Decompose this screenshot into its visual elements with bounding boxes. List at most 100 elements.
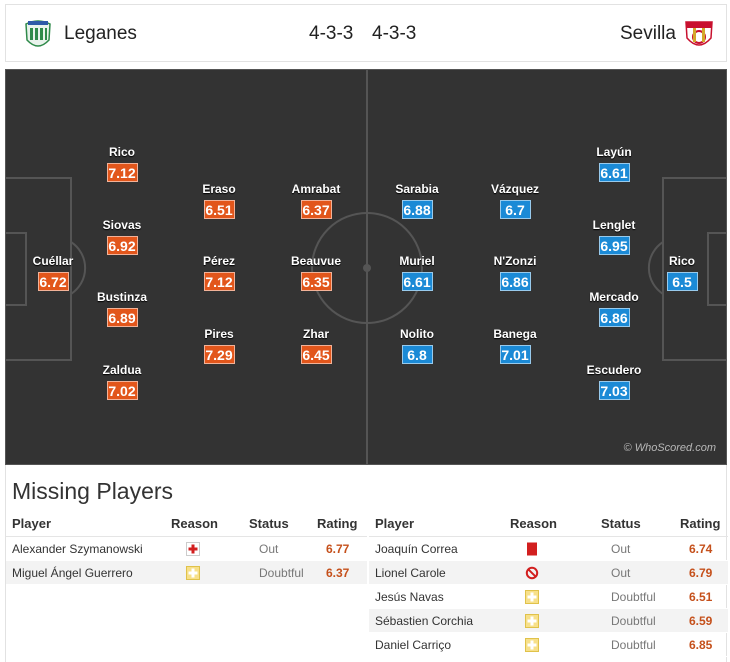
away-player[interactable]: Lenglet 6.95 xyxy=(574,218,654,256)
away-team-name[interactable]: Sevilla xyxy=(620,23,676,44)
match-header: Leganes 4-3-3 4-3-3 Sevilla xyxy=(5,4,727,62)
player-name[interactable]: Banega xyxy=(493,327,537,341)
missing-player-name[interactable]: Daniel Carriço xyxy=(375,638,452,652)
player-name[interactable]: Lenglet xyxy=(592,218,636,232)
player-name[interactable]: Pérez xyxy=(202,254,236,268)
player-rating: 7.12 xyxy=(106,163,138,182)
player-rating: 6.92 xyxy=(106,236,138,255)
missing-row: Daniel Carriço Doubtful 6.85 xyxy=(369,633,728,657)
player-name[interactable]: Sarabia xyxy=(395,182,439,196)
away-player[interactable]: Muriel 6.61 xyxy=(377,254,457,292)
missing-player-name[interactable]: Miguel Ángel Guerrero xyxy=(12,566,133,580)
home-player[interactable]: Beauvue 6.35 xyxy=(276,254,356,292)
col-rating: Rating xyxy=(680,516,721,531)
missing-rating: 6.51 xyxy=(689,590,713,604)
player-rating: 6.61 xyxy=(401,272,433,291)
col-player: Player xyxy=(12,516,52,531)
missing-player-name[interactable]: Joaquín Correa xyxy=(375,542,458,556)
player-rating: 7.02 xyxy=(106,381,138,400)
home-player[interactable]: Zaldua 7.02 xyxy=(82,363,162,401)
unavailable-icon xyxy=(525,566,539,580)
missing-player-name[interactable]: Alexander Szymanowski xyxy=(12,542,143,556)
player-name[interactable]: Layún xyxy=(596,145,632,159)
sevilla-crest-icon[interactable] xyxy=(683,18,715,52)
home-player[interactable]: Rico 7.12 xyxy=(82,145,162,183)
player-rating: 6.61 xyxy=(598,163,630,182)
away-missing-table: Player Reason Status Rating Joaquín Corr… xyxy=(369,512,728,657)
missing-row: Alexander Szymanowski Out 6.77 xyxy=(6,537,367,561)
table-header: Player Reason Status Rating xyxy=(369,512,728,537)
away-player[interactable]: Rico 6.5 xyxy=(642,254,722,292)
player-name[interactable]: Zhar xyxy=(302,327,329,341)
player-name[interactable]: Muriel xyxy=(399,254,435,268)
player-rating: 6.8 xyxy=(401,345,433,364)
away-player[interactable]: Banega 7.01 xyxy=(475,327,555,365)
player-name[interactable]: Zaldua xyxy=(102,363,142,377)
doubtful-icon xyxy=(525,590,539,604)
player-rating: 6.7 xyxy=(499,200,531,219)
away-player[interactable]: Sarabia 6.88 xyxy=(377,182,457,220)
player-rating: 7.12 xyxy=(203,272,235,291)
home-player[interactable]: Pérez 7.12 xyxy=(179,254,259,292)
missing-players-title: Missing Players xyxy=(12,478,174,504)
away-player[interactable]: Vázquez 6.7 xyxy=(475,182,555,220)
table-header: Player Reason Status Rating xyxy=(6,512,367,537)
doubtful-icon xyxy=(186,566,200,580)
player-name[interactable]: Cuéllar xyxy=(32,254,74,268)
player-name[interactable]: Nolito xyxy=(400,327,434,341)
injury-icon xyxy=(186,542,200,556)
missing-rating: 6.85 xyxy=(689,638,713,652)
player-name[interactable]: Pires xyxy=(204,327,234,341)
home-player[interactable]: Amrabat 6.37 xyxy=(276,182,356,220)
away-player[interactable]: Mercado 6.86 xyxy=(574,290,654,328)
missing-status: Out xyxy=(259,542,279,556)
home-player[interactable]: Zhar 6.45 xyxy=(276,327,356,365)
home-player[interactable]: Pires 7.29 xyxy=(179,327,259,365)
missing-status: Out xyxy=(611,542,631,556)
player-name[interactable]: Amrabat xyxy=(291,182,341,196)
pitch-markings xyxy=(6,70,726,464)
player-name[interactable]: Eraso xyxy=(202,182,236,196)
missing-player-name[interactable]: Lionel Carole xyxy=(375,566,446,580)
home-player[interactable]: Siovas 6.92 xyxy=(82,218,162,256)
doubtful-icon xyxy=(525,638,539,652)
missing-row: Jesús Navas Doubtful 6.51 xyxy=(369,585,728,609)
pitch: Cuéllar 6.72 Rico 7.12 Siovas 6.92 Bustinza 6.8… xyxy=(5,69,727,465)
player-name[interactable]: Bustinza xyxy=(96,290,147,304)
missing-player-name[interactable]: Sébastien Corchia xyxy=(375,614,474,628)
missing-status: Doubtful xyxy=(611,638,656,652)
away-player[interactable]: Nolito 6.8 xyxy=(377,327,457,365)
home-player[interactable]: Bustinza 6.89 xyxy=(82,290,162,328)
player-rating: 6.86 xyxy=(499,272,531,291)
col-status: Status xyxy=(249,516,289,531)
player-rating: 6.86 xyxy=(598,308,630,327)
missing-row: Miguel Ángel Guerrero Doubtful 6.37 xyxy=(6,561,367,585)
doubtful-icon xyxy=(525,614,539,628)
leganes-crest-icon[interactable] xyxy=(22,18,54,52)
player-rating: 6.51 xyxy=(203,200,235,219)
missing-row: Joaquín Correa Out 6.74 xyxy=(369,537,728,561)
player-rating: 6.45 xyxy=(300,345,332,364)
home-player[interactable]: Cuéllar 6.72 xyxy=(13,254,93,292)
missing-row: Sébastien Corchia Doubtful 6.59 xyxy=(369,609,728,633)
home-player[interactable]: Eraso 6.51 xyxy=(179,182,259,220)
home-team-name[interactable]: Leganes xyxy=(64,23,137,44)
away-player[interactable]: N'Zonzi 6.86 xyxy=(475,254,555,292)
player-rating: 6.95 xyxy=(598,236,630,255)
player-name[interactable]: Beauvue xyxy=(290,254,342,268)
away-player[interactable]: Escudero 7.03 xyxy=(574,363,654,401)
player-rating: 6.88 xyxy=(401,200,433,219)
player-rating: 6.35 xyxy=(300,272,332,291)
player-name[interactable]: Vázquez xyxy=(490,182,539,196)
player-name[interactable]: Siovas xyxy=(102,218,142,232)
player-name[interactable]: N'Zonzi xyxy=(493,254,537,268)
away-player[interactable]: Layún 6.61 xyxy=(574,145,654,183)
player-name[interactable]: Mercado xyxy=(589,290,639,304)
player-name[interactable]: Escudero xyxy=(586,363,642,377)
player-rating: 6.89 xyxy=(106,308,138,327)
missing-row: Lionel Carole Out 6.79 xyxy=(369,561,728,585)
player-name[interactable]: Rico xyxy=(108,145,135,159)
missing-player-name[interactable]: Jesús Navas xyxy=(375,590,444,604)
missing-rating: 6.59 xyxy=(689,614,713,628)
player-name[interactable]: Rico xyxy=(668,254,695,268)
